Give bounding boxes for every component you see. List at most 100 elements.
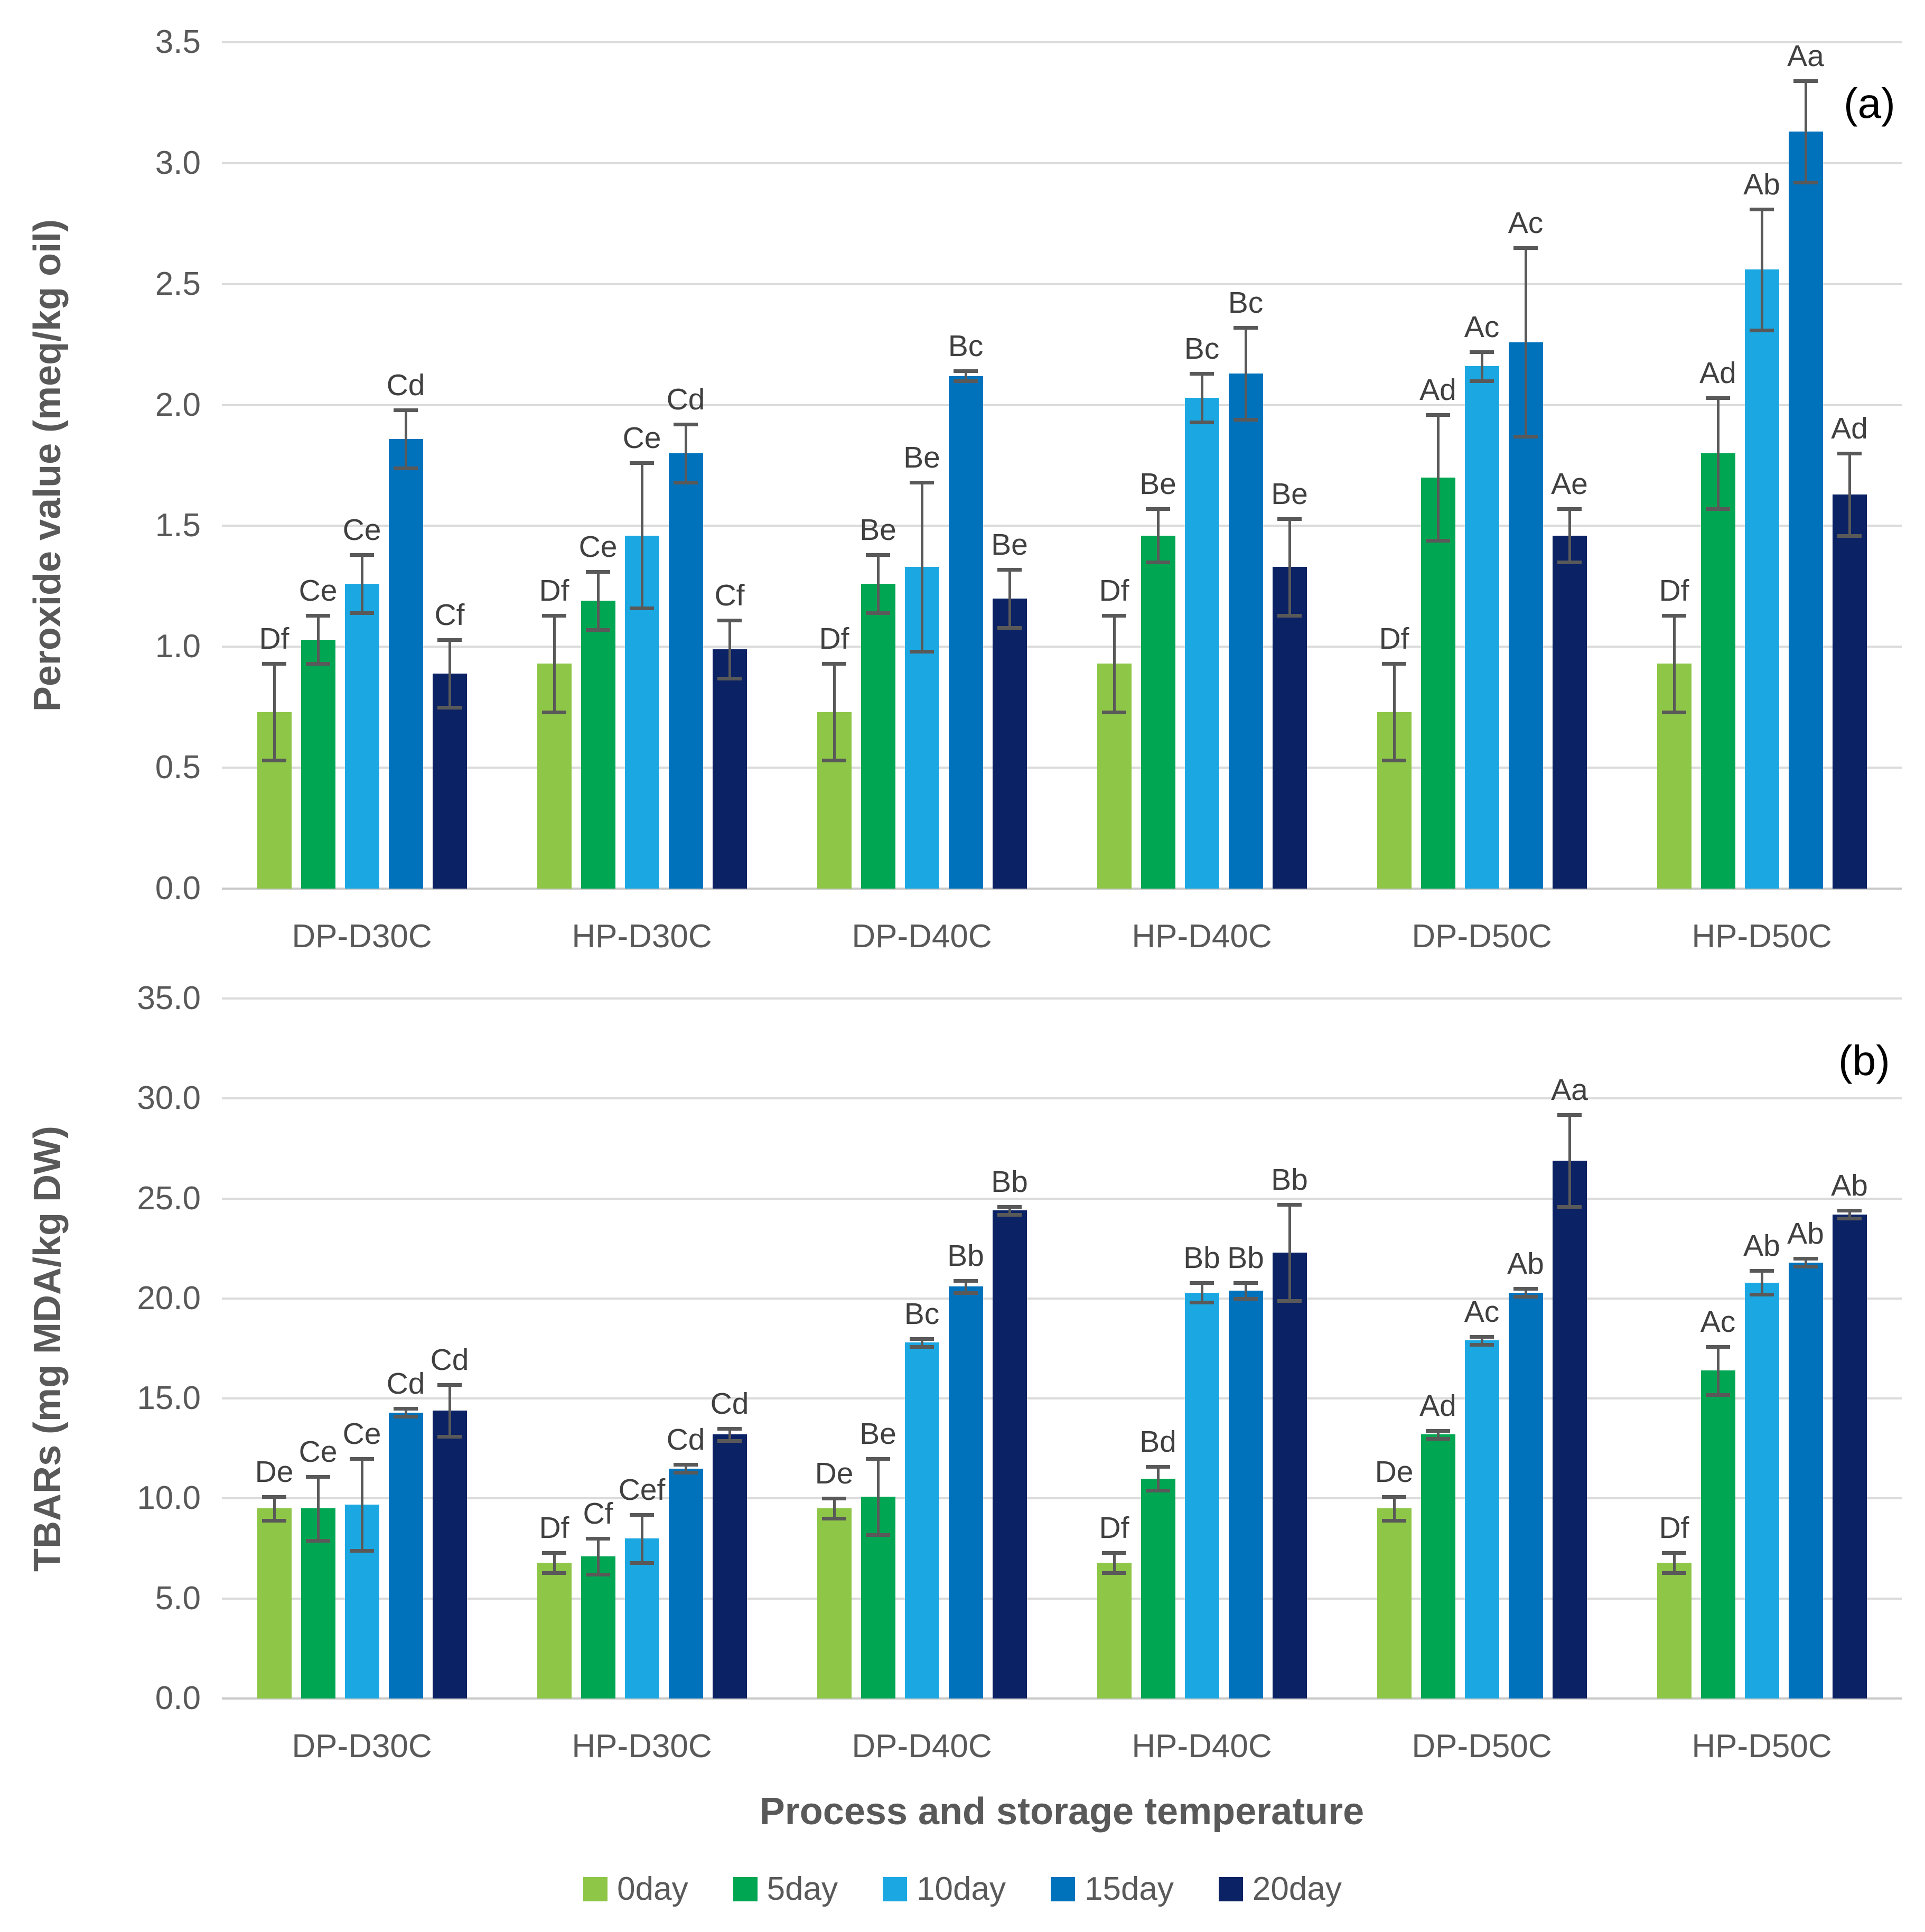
sig-letter: Df xyxy=(1099,1510,1129,1545)
error-bar-cap xyxy=(262,759,286,763)
error-bar-cap xyxy=(866,611,890,615)
error-bar-cap xyxy=(586,1573,610,1577)
y-tick-label: 2.5 xyxy=(155,265,201,302)
error-bar xyxy=(448,639,451,707)
error-bar xyxy=(641,463,643,609)
sig-letter: Cd xyxy=(386,368,425,402)
category-label: DP-D50C xyxy=(1412,1728,1552,1765)
gridline xyxy=(222,283,1902,285)
y-axis-title-tbars: TBARs (mg MDA/kg DW) xyxy=(26,1126,69,1572)
bar xyxy=(948,376,983,889)
error-bar-cap xyxy=(1557,1113,1582,1117)
sig-letter: Ac xyxy=(1464,310,1500,344)
legend-swatch xyxy=(583,1877,608,1901)
y-tick-label: 3.0 xyxy=(155,144,201,181)
error-bar-cap xyxy=(910,481,934,485)
bar xyxy=(712,649,747,889)
error-bar-cap xyxy=(1190,372,1214,376)
error-bar-cap xyxy=(306,1474,330,1479)
sig-letter: Df xyxy=(1099,573,1129,608)
error-bar xyxy=(1113,1552,1116,1573)
bar xyxy=(992,598,1027,889)
error-bar-cap xyxy=(586,570,610,574)
bar xyxy=(1272,1252,1307,1698)
bar xyxy=(1377,1508,1412,1698)
y-tick-label: 0.5 xyxy=(155,749,201,786)
error-bar xyxy=(1481,351,1483,381)
error-bar xyxy=(685,424,687,483)
bar xyxy=(1228,374,1263,889)
y-tick-label: 15.0 xyxy=(137,1380,201,1417)
error-bar-cap xyxy=(1277,517,1302,521)
error-bar xyxy=(685,1464,687,1473)
error-bar xyxy=(1805,1258,1807,1267)
error-bar-cap xyxy=(910,1345,934,1349)
error-bar-cap xyxy=(910,1337,934,1341)
sig-letter: Ab xyxy=(1787,1217,1824,1251)
sig-letter: Ad xyxy=(1699,356,1736,390)
error-bar-cap xyxy=(822,662,846,666)
gridline xyxy=(222,1097,1902,1100)
error-bar-cap xyxy=(437,705,462,710)
y-tick-label: 30.0 xyxy=(137,1080,201,1117)
x-axis-title: Process and storage temperature xyxy=(759,1790,1365,1833)
error-bar-cap xyxy=(630,1561,654,1565)
sig-letter: Bc xyxy=(948,329,984,363)
bar xyxy=(624,1538,659,1698)
bar xyxy=(1097,1562,1132,1698)
y-tick-label: 5.0 xyxy=(155,1580,201,1617)
sig-letter: De xyxy=(1375,1454,1414,1489)
bar xyxy=(1464,366,1499,889)
sig-letter: Df xyxy=(819,622,849,656)
bar xyxy=(1700,453,1735,889)
error-bar-cap xyxy=(1662,710,1686,714)
error-bar-cap xyxy=(1470,1342,1494,1347)
error-bar-cap xyxy=(1470,379,1494,383)
sig-letter: De xyxy=(255,1454,294,1489)
error-bar xyxy=(1393,664,1396,761)
bar xyxy=(1788,132,1823,889)
error-bar xyxy=(405,1408,407,1417)
error-bar xyxy=(361,555,363,613)
error-bar-cap xyxy=(1513,1295,1538,1299)
bar xyxy=(388,1412,423,1698)
error-bar xyxy=(1525,248,1527,437)
bar xyxy=(1184,397,1219,889)
error-bar-cap xyxy=(1190,1281,1214,1285)
category-label: DP-D30C xyxy=(292,1728,432,1765)
error-bar xyxy=(1201,1282,1203,1303)
bar xyxy=(1141,535,1175,889)
error-bar xyxy=(317,615,320,664)
sig-letter: Ac xyxy=(1508,206,1544,240)
error-bar xyxy=(1008,569,1011,628)
error-bar-cap xyxy=(1793,1257,1818,1261)
error-bar-cap xyxy=(822,1517,846,1521)
category-label: HP-D50C xyxy=(1692,918,1832,955)
bar xyxy=(1464,1340,1499,1698)
sig-letter: Be xyxy=(1271,477,1308,511)
error-bar xyxy=(1717,1346,1720,1395)
error-bar xyxy=(1113,615,1116,712)
error-bar-cap xyxy=(717,618,742,622)
legend-swatch xyxy=(733,1877,758,1901)
bar xyxy=(1421,1434,1455,1698)
error-bar-cap xyxy=(997,1212,1022,1217)
error-bar-cap xyxy=(674,423,698,427)
sig-letter: Ae xyxy=(1551,467,1588,501)
error-bar-cap xyxy=(822,1497,846,1501)
gridline xyxy=(222,41,1902,43)
error-bar-cap xyxy=(954,1278,978,1283)
sig-letter: Ad xyxy=(1831,412,1868,446)
sig-letter: Cd xyxy=(710,1386,749,1421)
error-bar-cap xyxy=(954,379,978,383)
error-bar-cap xyxy=(1382,1495,1406,1499)
error-bar-cap xyxy=(350,1548,374,1553)
sig-letter: Be xyxy=(859,1416,896,1451)
error-bar-cap xyxy=(866,553,890,557)
error-bar-cap xyxy=(1793,181,1818,185)
sig-letter: Ce xyxy=(298,1434,338,1469)
error-bar-cap xyxy=(586,1537,610,1541)
error-bar-cap xyxy=(1706,1345,1730,1349)
error-bar-cap xyxy=(1557,561,1582,565)
error-bar xyxy=(1848,453,1851,536)
